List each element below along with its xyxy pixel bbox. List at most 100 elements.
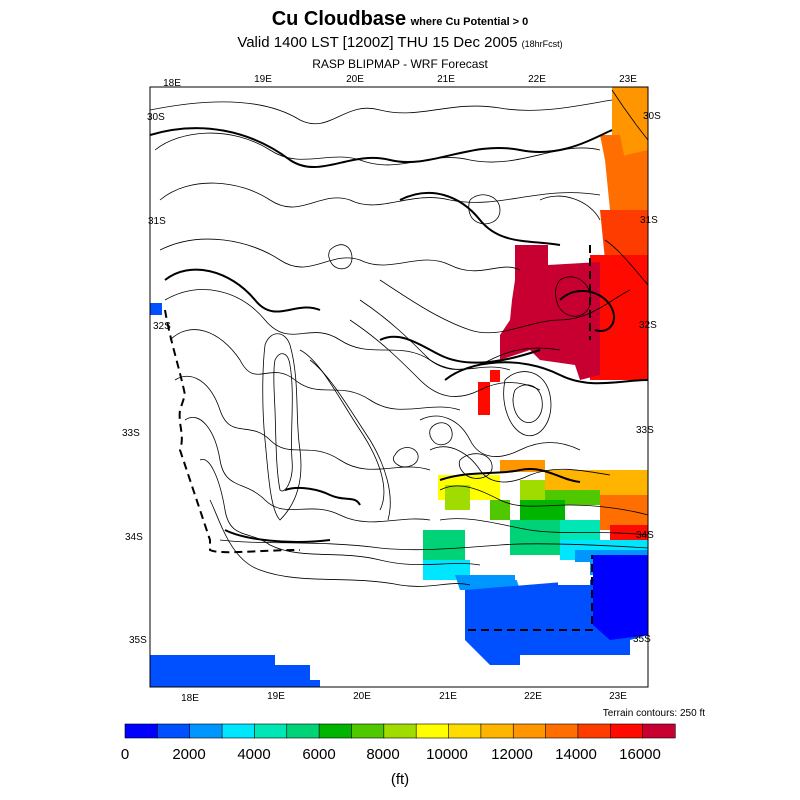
contour-line bbox=[159, 182, 601, 208]
title-qualifier: where Cu Potential > 0 bbox=[410, 16, 529, 28]
lat-label-right: 31S bbox=[640, 215, 658, 226]
colorbar-tick-labels: 0 2000 4000 6000 8000 10000 12000 14000 … bbox=[121, 746, 661, 763]
valid-time: Valid 1400 LST [1200Z] THU 15 Dec 2005 (… bbox=[0, 34, 800, 51]
contour-line bbox=[299, 349, 385, 511]
left-lat-labels: 30S 31S 32S 33S 34S 35S bbox=[122, 112, 171, 646]
major-contour bbox=[439, 468, 581, 483]
lat-label-right: 34S bbox=[636, 530, 654, 541]
contour-line bbox=[439, 518, 648, 536]
title-main: Cu Cloudbase bbox=[271, 8, 407, 30]
fill-blue-southwest bbox=[150, 655, 320, 687]
lon-label-bottom: 20E bbox=[353, 691, 371, 702]
colorbar-tick-label: 4000 bbox=[237, 746, 270, 763]
major-contour bbox=[399, 191, 561, 246]
major-contour bbox=[284, 486, 361, 506]
contour-line bbox=[458, 453, 493, 479]
major-contour bbox=[559, 289, 615, 332]
lon-label-bottom: 23E bbox=[609, 691, 627, 702]
contour-line bbox=[150, 99, 613, 125]
chart-title: Cu Cloudbase where Cu Potential > 0 bbox=[0, 8, 800, 31]
right-lat-labels: 30S 31S 32S 33S 34S 35S bbox=[633, 111, 661, 645]
lon-label-top: 20E bbox=[346, 74, 364, 85]
major-contour bbox=[150, 127, 613, 169]
contour-line bbox=[159, 238, 521, 272]
fill-hole1 bbox=[515, 555, 545, 580]
fill-orange-band2 bbox=[600, 495, 648, 530]
terrain-contours bbox=[150, 89, 648, 587]
colorbar-tick-label: 0 bbox=[121, 746, 129, 763]
contour-line bbox=[512, 384, 543, 423]
contour-line bbox=[169, 329, 461, 411]
bottom-lon-labels: 18E 19E 20E 21E 22E 23E bbox=[181, 691, 627, 704]
contour-line bbox=[555, 276, 592, 317]
contour-line bbox=[262, 333, 302, 521]
contour-line bbox=[154, 132, 601, 166]
colorbar-tick-label: 16000 bbox=[619, 746, 661, 763]
fill-red-east bbox=[590, 255, 648, 380]
colorbar-tick-label: 6000 bbox=[302, 746, 335, 763]
coastline bbox=[164, 245, 593, 631]
cloudbase-fill bbox=[150, 87, 648, 687]
colorbar bbox=[124, 723, 676, 739]
contour-line bbox=[164, 289, 511, 371]
fill-orange-red bbox=[600, 135, 625, 160]
forecast-hours: (18hrFcst) bbox=[521, 39, 563, 49]
contour-line bbox=[604, 239, 648, 286]
colorbar-tick-label: 10000 bbox=[426, 746, 468, 763]
colorbar-swatch bbox=[189, 723, 223, 739]
fill-yellowgreen bbox=[445, 485, 470, 510]
contour-line bbox=[503, 371, 552, 437]
colorbar-swatch bbox=[286, 723, 320, 739]
lat-label-left: 35S bbox=[129, 635, 147, 646]
map-frame bbox=[149, 86, 649, 688]
terrain-contours-major bbox=[150, 127, 648, 543]
fill-red-orange bbox=[600, 210, 648, 260]
fill-yellowgreen2 bbox=[520, 480, 545, 500]
fill-hole2 bbox=[558, 562, 590, 585]
lat-label-left: 32S bbox=[153, 321, 171, 332]
terrain-note: Terrain contours: 250 ft bbox=[603, 708, 705, 719]
fill-lightblue bbox=[455, 575, 520, 590]
contour-line bbox=[439, 485, 648, 516]
lat-label-right: 33S bbox=[636, 425, 654, 436]
lon-label-top: 19E bbox=[254, 74, 272, 85]
colorbar-tick-label: 14000 bbox=[555, 746, 597, 763]
contour-line bbox=[328, 244, 353, 270]
colorbar-swatch bbox=[318, 723, 353, 739]
contour-line bbox=[539, 195, 601, 221]
contour-line bbox=[349, 319, 541, 397]
fill-green-mint bbox=[510, 520, 560, 555]
colorbar-swatch bbox=[642, 723, 676, 739]
colorbar-swatch bbox=[512, 723, 547, 739]
fill-blue-west bbox=[150, 303, 162, 315]
lat-label-right: 30S bbox=[643, 111, 661, 122]
lon-label-bottom: 18E bbox=[181, 693, 199, 704]
contour-line bbox=[379, 279, 631, 334]
lon-label-top: 21E bbox=[437, 74, 455, 85]
fill-darkblue-east bbox=[593, 555, 648, 640]
fill-green-west bbox=[423, 530, 465, 565]
contour-line bbox=[309, 359, 391, 521]
contour-line bbox=[468, 194, 501, 225]
lon-label-top: 18E bbox=[163, 78, 181, 89]
contour-line bbox=[611, 89, 648, 141]
colorbar-tick-label: 8000 bbox=[366, 746, 399, 763]
fill-green-small bbox=[490, 500, 510, 520]
contour-line bbox=[359, 299, 561, 370]
contour-line bbox=[429, 446, 611, 483]
lon-label-top: 23E bbox=[619, 74, 637, 85]
contour-line bbox=[174, 375, 431, 471]
major-contour bbox=[379, 335, 541, 364]
lon-label-top: 22E bbox=[528, 74, 546, 85]
lat-label-right: 35S bbox=[633, 634, 651, 645]
lat-label-left: 31S bbox=[148, 216, 166, 227]
major-contour bbox=[164, 268, 321, 313]
colorbar-swatch bbox=[124, 723, 158, 739]
contour-line bbox=[273, 353, 293, 492]
colorbar-swatch bbox=[157, 723, 191, 739]
contour-line bbox=[184, 417, 431, 523]
colorbar-swatch bbox=[254, 723, 288, 739]
lon-label-bottom: 21E bbox=[439, 691, 457, 702]
colorbar-swatch bbox=[480, 723, 514, 739]
source-label: RASP BLIPMAP - WRF Forecast bbox=[312, 57, 488, 71]
